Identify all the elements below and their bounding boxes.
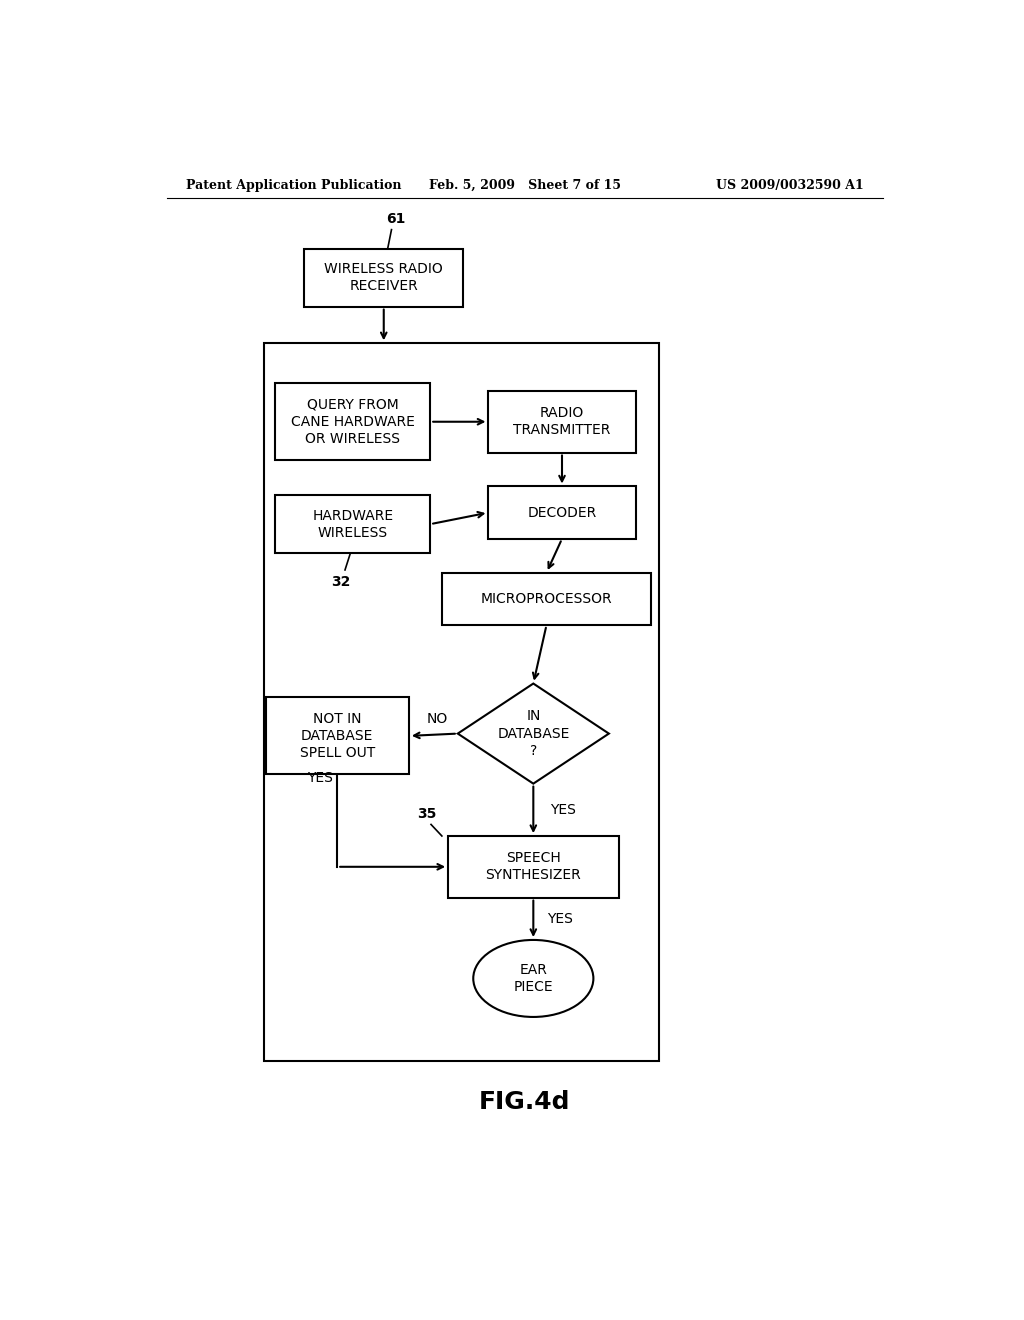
Text: DECODER: DECODER — [527, 506, 597, 520]
Text: NO: NO — [427, 711, 447, 726]
Text: RADIO
TRANSMITTER: RADIO TRANSMITTER — [513, 407, 610, 437]
Text: US 2009/0032590 A1: US 2009/0032590 A1 — [717, 178, 864, 191]
Text: YES: YES — [550, 803, 577, 817]
Bar — [488, 391, 636, 453]
Text: NOT IN
DATABASE
SPELL OUT: NOT IN DATABASE SPELL OUT — [300, 711, 375, 760]
Bar — [263, 343, 658, 1061]
Bar — [442, 573, 651, 626]
Text: MICROPROCESSOR: MICROPROCESSOR — [480, 591, 612, 606]
Bar — [275, 495, 430, 553]
Bar — [449, 836, 618, 898]
Bar — [275, 383, 430, 461]
Text: WIRELESS RADIO
RECEIVER: WIRELESS RADIO RECEIVER — [325, 263, 443, 293]
Text: 32: 32 — [332, 574, 351, 589]
Text: FIG.4d: FIG.4d — [479, 1089, 570, 1114]
Text: SPEECH
SYNTHESIZER: SPEECH SYNTHESIZER — [485, 851, 582, 883]
Text: HARDWARE
WIRELESS: HARDWARE WIRELESS — [312, 508, 393, 540]
Bar — [304, 249, 463, 306]
Text: YES: YES — [307, 771, 334, 785]
Text: EAR
PIECE: EAR PIECE — [513, 962, 553, 994]
Text: YES: YES — [547, 912, 573, 925]
Ellipse shape — [473, 940, 593, 1016]
Text: QUERY FROM
CANE HARDWARE
OR WIRELESS: QUERY FROM CANE HARDWARE OR WIRELESS — [291, 397, 415, 446]
Bar — [265, 697, 409, 775]
Polygon shape — [458, 684, 609, 784]
Text: Feb. 5, 2009   Sheet 7 of 15: Feb. 5, 2009 Sheet 7 of 15 — [429, 178, 621, 191]
Bar — [488, 487, 636, 539]
Text: Patent Application Publication: Patent Application Publication — [186, 178, 401, 191]
Text: 35: 35 — [417, 807, 436, 821]
Text: 61: 61 — [386, 211, 406, 226]
Text: IN
DATABASE
?: IN DATABASE ? — [497, 709, 569, 758]
